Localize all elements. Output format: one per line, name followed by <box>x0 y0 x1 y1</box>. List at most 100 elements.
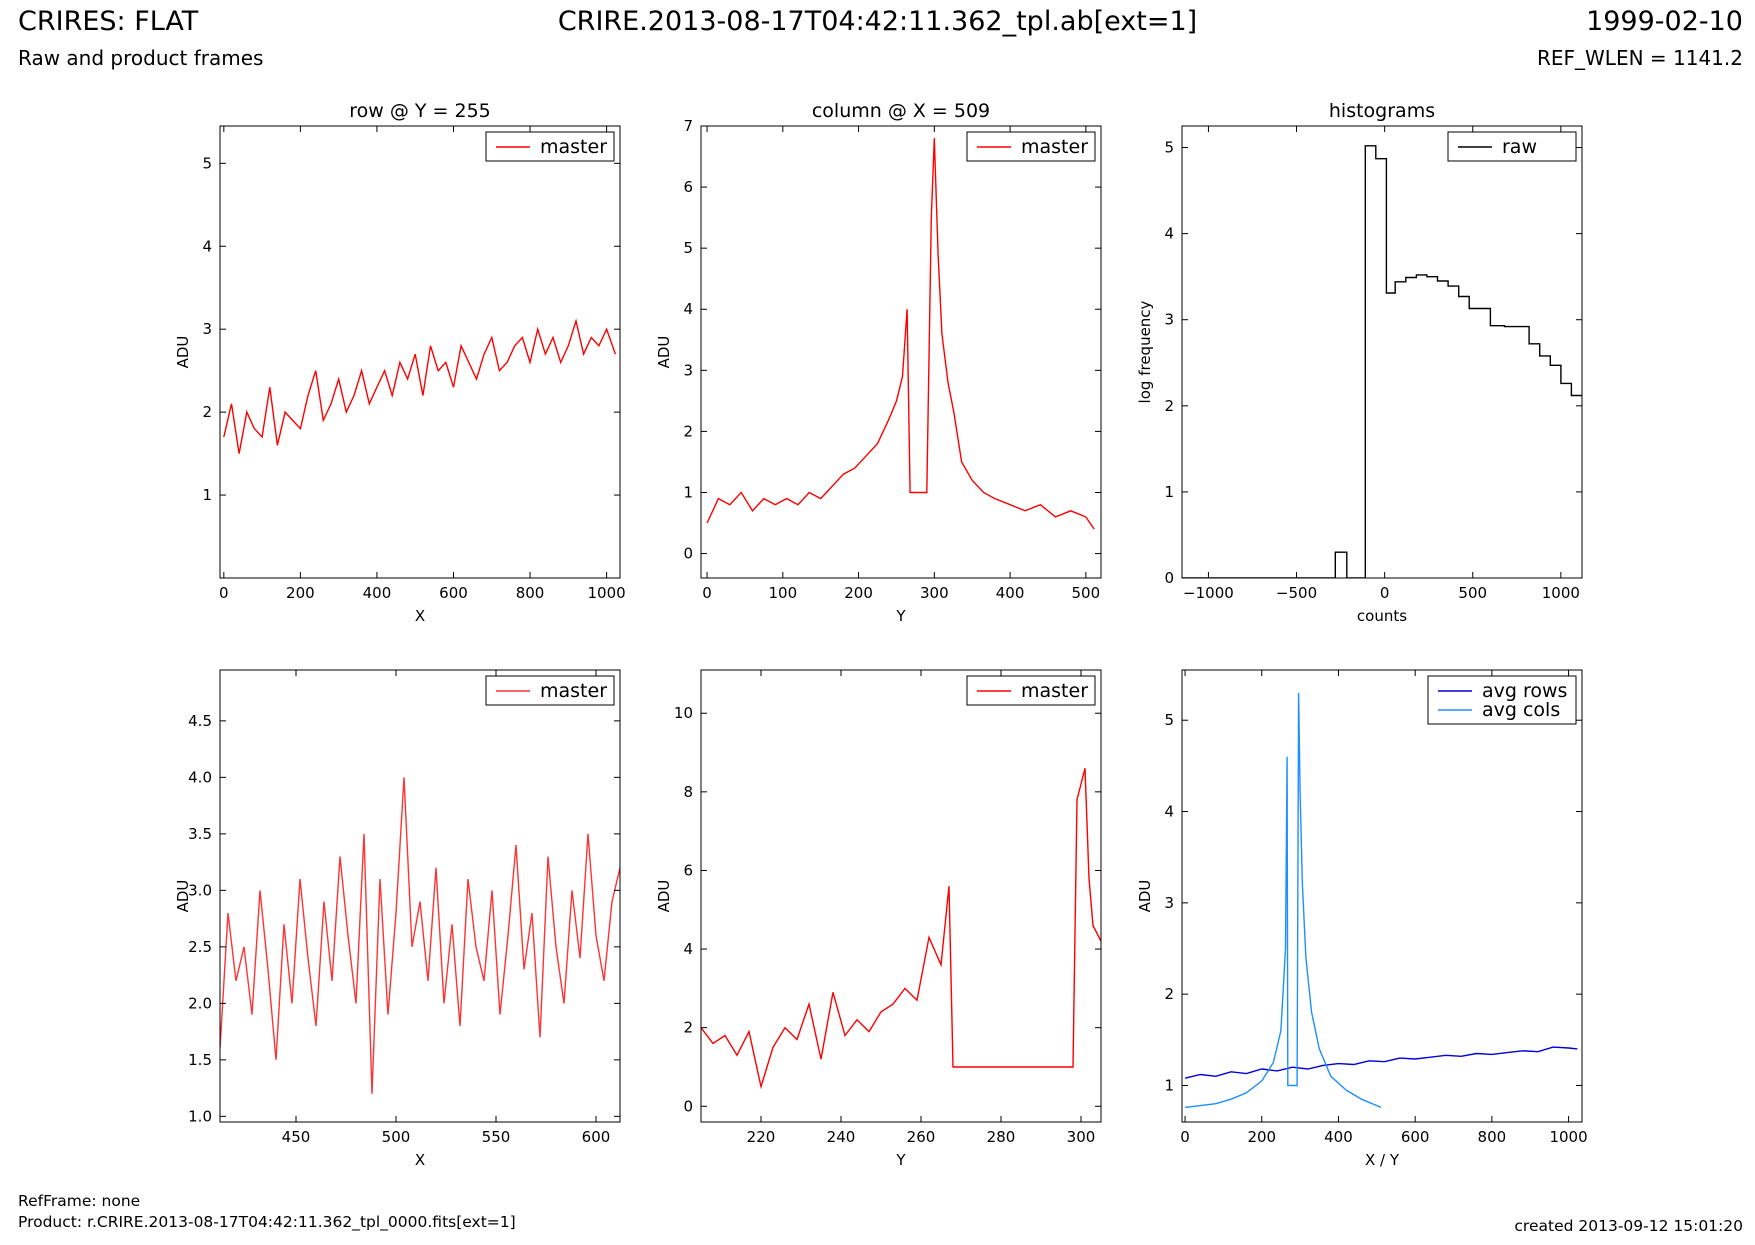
y-tick-label: 1.5 <box>188 1051 212 1069</box>
y-tick-label: 4 <box>683 300 693 318</box>
chart-panel-6: 0 200 400 600 800 1000 1 2 3 4 5 X / Y ADU avg rowsav… <box>1136 669 1588 1169</box>
x-tick-label: 260 <box>907 1128 936 1146</box>
y-tick-label: 2 <box>683 1019 693 1037</box>
x-tick-label: 400 <box>363 584 392 602</box>
created-timestamp: created 2013-09-12 15:01:20 <box>1514 1217 1743 1235</box>
x-tick-label: 550 <box>482 1128 511 1146</box>
chart-panel-2: 0 100 200 300 400 500 0 1 2 3 4 5 6 7 column @ X = 509… <box>655 100 1102 625</box>
x-tick-label: 1000 <box>1542 584 1580 602</box>
legend: master <box>485 131 615 162</box>
y-axis-label: ADU <box>174 880 192 913</box>
y-tick-label: 5 <box>202 154 212 172</box>
plot-frame <box>700 125 1102 579</box>
y-tick-label: 1 <box>202 486 212 504</box>
x-axis-label: Y <box>895 1151 906 1169</box>
x-tick-label: 500 <box>1072 584 1101 602</box>
date-label: 1999-02-10 <box>1586 6 1743 37</box>
y-tick-label: 5 <box>683 239 693 257</box>
y-tick-label: 4 <box>1164 225 1174 243</box>
y-tick-label: 0 <box>683 545 693 563</box>
x-tick-label: 800 <box>1478 1128 1507 1146</box>
y-axis-label: log frequency <box>1136 300 1154 403</box>
chart-panel-1: 0 200 400 600 800 1000 1 2 3 4 5 row @ Y = 255 X ADU m… <box>174 100 626 625</box>
plot-frame <box>219 669 621 1123</box>
series-line-1 <box>706 138 1095 530</box>
y-tick-label: 4 <box>683 940 693 958</box>
chart-panel-3: −1000 −500 0 500 1000 0 1 2 3 4 5 histograms counts l… <box>1136 100 1583 625</box>
legend: master <box>485 675 615 706</box>
x-tick-label: 400 <box>996 584 1025 602</box>
x-tick-label: −500 <box>1276 584 1317 602</box>
x-tick-label: 0 <box>219 584 229 602</box>
y-tick-label: 2 <box>202 403 212 421</box>
y-tick-label: 3 <box>683 361 693 379</box>
x-tick-label: 500 <box>1458 584 1487 602</box>
x-tick-label: 600 <box>439 584 468 602</box>
y-tick-label: 1 <box>1164 1076 1174 1094</box>
x-tick-label: 600 <box>1401 1128 1430 1146</box>
x-tick-label: 500 <box>382 1128 411 1146</box>
x-tick-label: 0 <box>702 584 712 602</box>
y-tick-label: 2 <box>683 422 693 440</box>
plot-area <box>220 670 620 1122</box>
x-tick-label: 0 <box>1180 1128 1190 1146</box>
y-tick-label: 1 <box>1164 483 1174 501</box>
plot-area <box>701 670 1101 1122</box>
y-tick-label: 2 <box>1164 397 1174 415</box>
legend: raw <box>1447 131 1577 162</box>
y-tick-label: 8 <box>683 783 693 801</box>
x-tick-label: 0 <box>1380 584 1390 602</box>
x-axis-label: X <box>415 1151 425 1169</box>
page-subtitle: Raw and product frames <box>18 46 264 70</box>
x-tick-label: 1000 <box>1549 1128 1587 1146</box>
y-tick-label: 6 <box>683 861 693 879</box>
x-tick-label: 450 <box>282 1128 311 1146</box>
y-tick-label: 2.0 <box>188 994 212 1012</box>
y-tick-label: 4.5 <box>188 712 212 730</box>
chart-title: row @ Y = 255 <box>349 100 491 122</box>
x-axis-label: X <box>415 607 425 625</box>
y-tick-label: 7 <box>683 117 693 135</box>
x-tick-label: 200 <box>844 584 873 602</box>
chart-panel-5: 220 240 260 280 300 0 2 4 6 8 10 Y ADU master <box>655 669 1102 1169</box>
chart-title: histograms <box>1329 100 1435 122</box>
ref-wlen-label: REF_WLEN = 1141.2 <box>1536 46 1743 70</box>
y-tick-label: 3 <box>1164 311 1174 329</box>
x-tick-label: 400 <box>1324 1128 1353 1146</box>
y-tick-label: 4 <box>1164 803 1174 821</box>
x-axis-label: X / Y <box>1365 1151 1400 1169</box>
x-tick-label: 240 <box>827 1128 856 1146</box>
y-tick-label: 5 <box>1164 139 1174 157</box>
legend-label: master <box>540 680 607 702</box>
legend-label: master <box>540 136 607 158</box>
x-axis-label: Y <box>895 607 906 625</box>
plot-area <box>701 126 1101 578</box>
legend-label: master <box>1021 680 1088 702</box>
y-tick-label: 5 <box>1164 711 1174 729</box>
x-tick-label: 300 <box>920 584 949 602</box>
ref-frame-label: RefFrame: none <box>18 1192 141 1210</box>
series-line-1 <box>701 768 1101 1090</box>
x-tick-label: −1000 <box>1183 584 1234 602</box>
y-tick-label: 3.0 <box>188 881 212 899</box>
y-tick-label: 1.0 <box>188 1107 212 1125</box>
y-tick-label: 6 <box>683 178 693 196</box>
x-tick-label: 800 <box>516 584 545 602</box>
x-tick-label: 600 <box>582 1128 611 1146</box>
y-tick-label: 4 <box>202 237 212 255</box>
series-line-1 <box>223 318 617 454</box>
x-tick-label: 220 <box>747 1128 776 1146</box>
y-tick-label: 3 <box>1164 894 1174 912</box>
chart-title: column @ X = 509 <box>812 100 990 122</box>
legend: master <box>966 675 1096 706</box>
x-tick-label: 1000 <box>588 584 626 602</box>
y-tick-label: 0 <box>683 1097 693 1115</box>
plot-area <box>1182 126 1582 578</box>
y-axis-label: ADU <box>1136 880 1154 913</box>
x-tick-label: 200 <box>286 584 315 602</box>
plot-frame <box>1181 125 1583 579</box>
chart-panel-4: 450 500 550 600 1.0 1.5 2.0 2.5 3.0 3.5 4.0 4.5 X ADU… <box>174 669 621 1169</box>
x-tick-label: 300 <box>1067 1128 1096 1146</box>
